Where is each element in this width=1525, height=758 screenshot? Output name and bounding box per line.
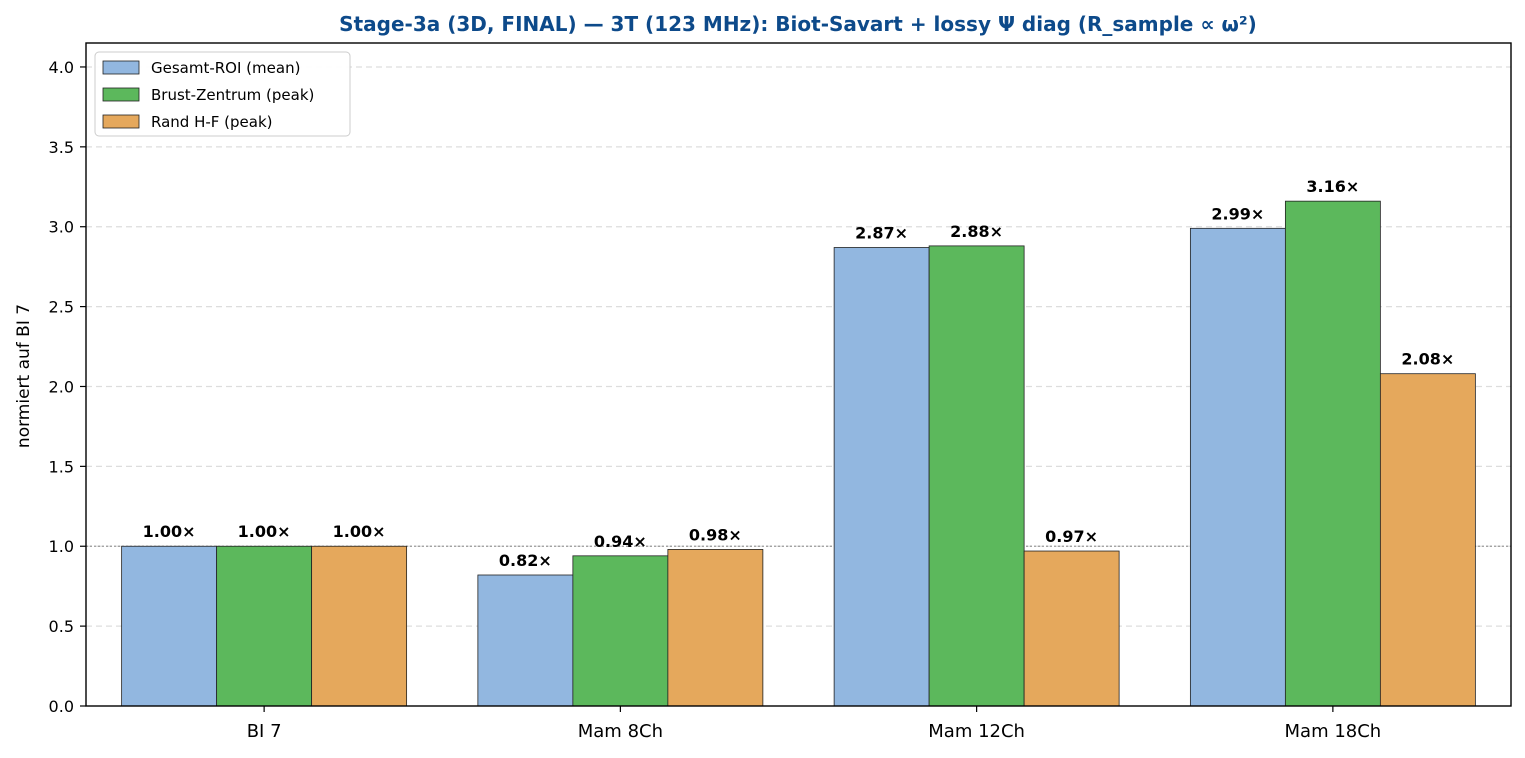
bar [1023,550,1120,707]
x-tick-label: Mam 18Ch [1285,721,1382,742]
x-tick-label: Mam 8Ch [578,721,663,742]
y-axis-label: normiert auf BI 7 [14,304,34,448]
bar [216,545,313,707]
legend-entry: Rand H-F (peak) [151,113,273,131]
bar [1284,200,1381,707]
bar-value-label: 1.00× [143,522,196,541]
y-tick-label: 2.5 [49,298,74,317]
bar-value-label: 3.16× [1306,177,1359,196]
y-tick-label: 3.5 [49,138,74,157]
x-tick-label: Mam 12Ch [928,721,1025,742]
bar-value-label: 0.94× [594,532,647,551]
bar-value-label: 0.82× [499,551,552,570]
legend-swatch [102,60,140,75]
bar [121,545,218,707]
bar [1379,373,1476,707]
bar-value-label: 2.99× [1211,204,1264,223]
value-labels: 1.00× 1.00× 1.00× 0.82× 0.94× 0.98× 2.87× 2.88×… [143,177,1455,570]
bars [121,200,1476,707]
plot-frame [85,42,1512,707]
axes: BI 7 Mam 8Ch Mam 12Ch Mam 18Ch 0.0 0.5 1.0 1.5 2… [49,42,1512,742]
bar-value-label: 0.97× [1045,527,1098,546]
bar [833,247,930,707]
bar [572,555,669,707]
y-tick-label: 3.0 [49,218,74,237]
bar-value-label: 1.00× [333,522,386,541]
legend-swatch [102,87,140,102]
y-tick-label: 1.0 [49,537,74,556]
legend-swatch [102,114,140,129]
x-tick-label: BI 7 [247,721,282,742]
y-tick-label: 0.5 [49,617,74,636]
bar [928,245,1025,707]
chart-title: Stage-3a (3D, FINAL) — 3T (123 MHz): Bio… [339,12,1257,36]
bar [477,574,574,707]
legend-entry: Gesamt-ROI (mean) [151,59,300,77]
legend-box [94,51,351,137]
bar-value-label: 2.87× [855,223,908,242]
legend: Gesamt-ROI (mean) Brust-Zentrum (peak) Ran… [94,51,351,137]
bar [1189,227,1286,707]
bar-value-label: 2.08× [1401,350,1454,369]
y-tick-label: 0.0 [49,697,74,716]
grid-lines [86,66,1511,627]
bar-value-label: 2.88× [950,222,1003,241]
legend-entry: Brust-Zentrum (peak) [151,86,314,104]
bar [311,545,408,707]
bar-value-label: 1.00× [238,522,291,541]
y-tick-label: 1.5 [49,457,74,476]
bar [667,549,764,707]
bar-value-label: 0.98× [689,525,742,544]
y-tick-label: 4.0 [49,58,74,77]
y-tick-label: 2.0 [49,377,74,396]
